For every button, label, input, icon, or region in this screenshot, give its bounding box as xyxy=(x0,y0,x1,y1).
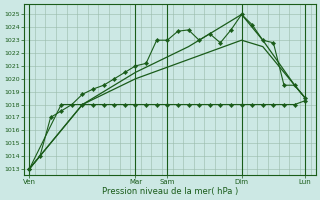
X-axis label: Pression niveau de la mer( hPa ): Pression niveau de la mer( hPa ) xyxy=(102,187,238,196)
